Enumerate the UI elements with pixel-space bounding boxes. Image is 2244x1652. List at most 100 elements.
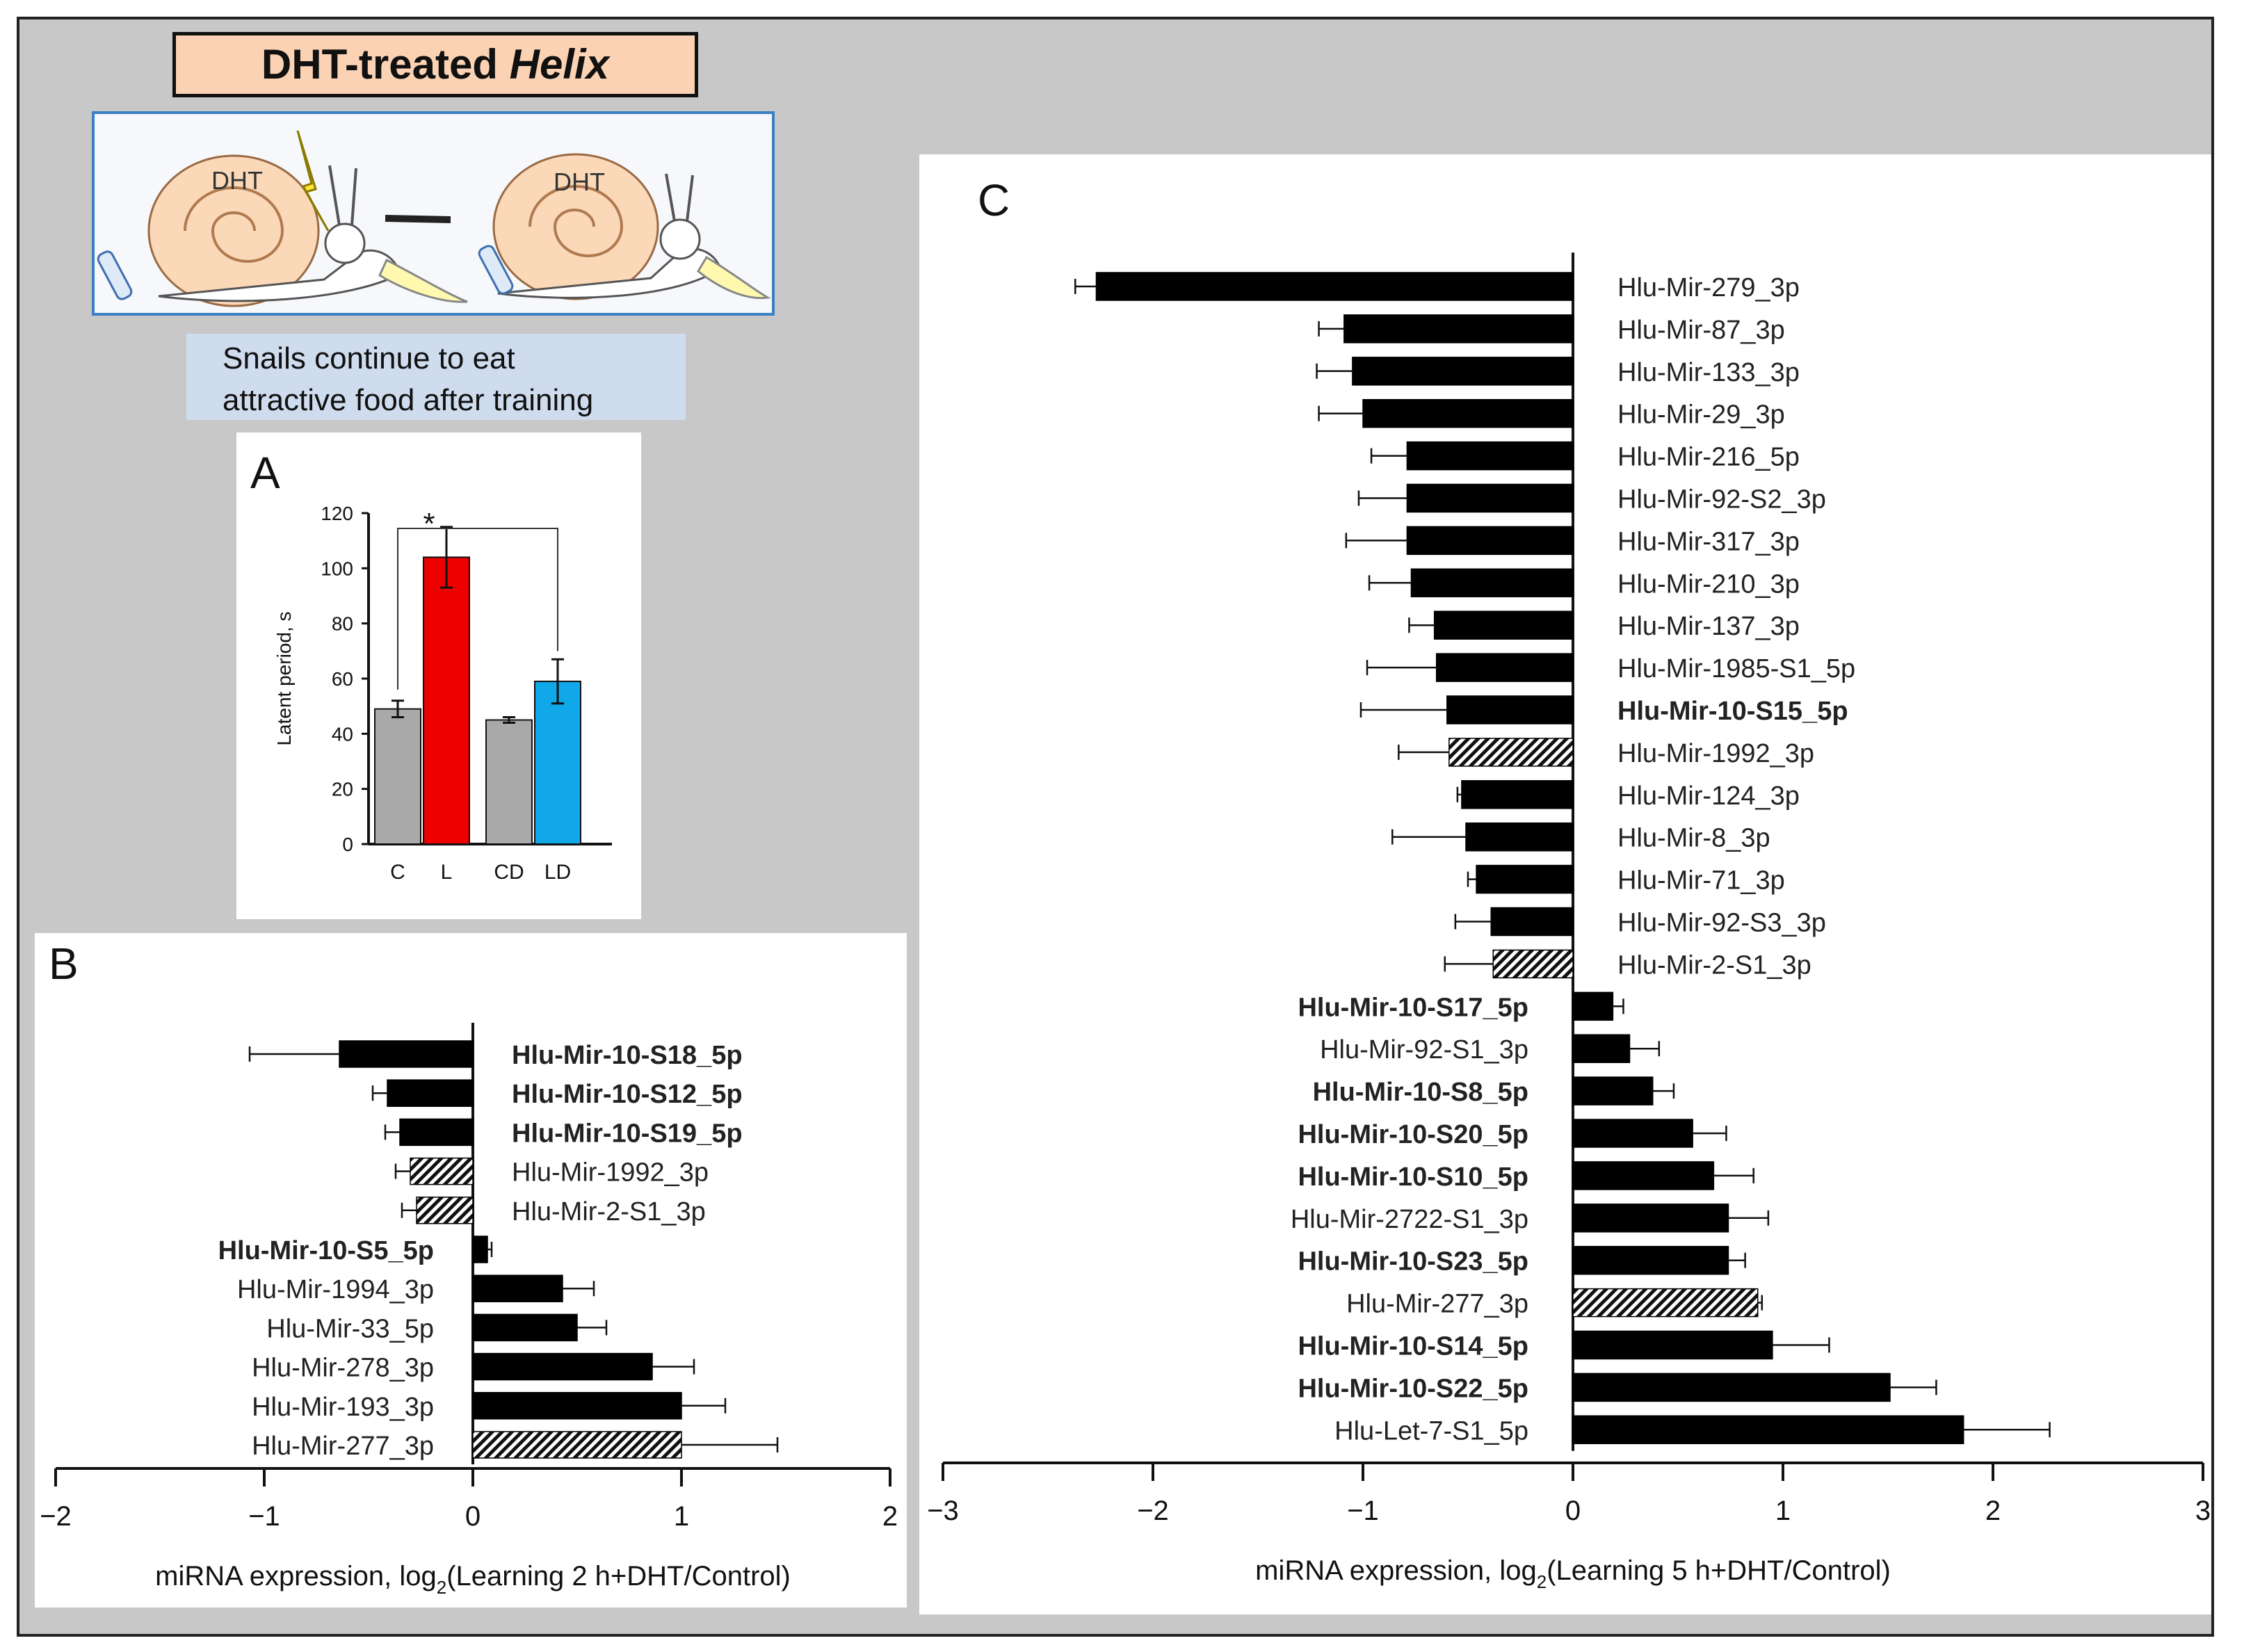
bar-c [1572,1034,1631,1063]
x-tick-label-a: L [441,861,453,884]
category-label-b: Hlu-Mir-10-S18_5p [512,1041,743,1070]
chart-c-svg: C Hlu-Mir-279_3p Hlu-Mir-87_3p Hlu-Mir-133_… [927,175,2211,1592]
x-tick-label-c: −2 [1137,1496,1169,1526]
bar-c [1490,907,1574,937]
y-axis-label-a: Latent period, s [273,611,295,745]
category-label-c: Hlu-Mir-2722-S1_3p [1291,1205,1528,1234]
panel-c: C Hlu-Mir-279_3p Hlu-Mir-87_3p Hlu-Mir-133_… [919,154,2211,1614]
lightning-icon [296,130,330,232]
bar-c [1572,1330,1773,1360]
panel-a: A 0 20 40 60 80 100 120 Latent period, s C L CD LD * [236,432,641,919]
bar-c [1446,695,1574,724]
bar-b [410,1157,474,1185]
y-tick-label-a: 20 [332,779,353,800]
category-label-c: Hlu-Mir-87_3p [1617,316,1785,345]
y-tick-label-a: 0 [342,834,353,855]
significance-bracket [397,528,558,690]
x-tick-label-b: 0 [465,1501,481,1532]
bar-c [1362,398,1574,428]
category-label-c: Hlu-Mir-10-S17_5p [1298,993,1528,1022]
panel-label-a: A [250,448,280,498]
bar-b [472,1392,682,1420]
chart-b-svg: B Hlu-Mir-10-S18_5p Hlu-Mir-10-S12_5p Hlu-M… [40,939,898,1598]
bar-b [472,1274,563,1302]
x-tick-label-b: 1 [674,1501,689,1532]
bar-c [1095,272,1574,301]
bar-b [472,1431,682,1459]
y-tick-label-a: 100 [321,558,353,579]
category-label-c: Hlu-Mir-279_3p [1617,273,1800,302]
y-tick-label-a: 80 [332,613,353,635]
category-label-c: Hlu-Mir-10-S22_5p [1298,1374,1528,1403]
bar-a [374,708,421,845]
x-axis-label-sub: 2 [437,1577,446,1598]
bar-a [423,556,470,845]
category-label-c: Hlu-Mir-216_5p [1617,443,1800,472]
y-tick-label-a: 120 [321,503,353,524]
x-tick-label-c: 3 [2195,1496,2211,1526]
dht-label-right: DHT [554,168,605,196]
category-label-c: Hlu-Mir-10-S20_5p [1298,1120,1528,1149]
bar-c [1572,1161,1715,1190]
bar-c [1406,441,1574,471]
bar-c [1572,1119,1693,1148]
x-tick-label-c: −1 [1347,1496,1379,1526]
x-axis-label-rest: (Learning 5 h+DHT/Control) [1547,1555,1891,1586]
bar-b [472,1313,578,1342]
category-label-b: Hlu-Mir-10-S19_5p [512,1119,743,1148]
bar-c [1572,991,1614,1021]
category-label-c: Hlu-Mir-29_3p [1617,400,1785,430]
category-label-b: Hlu-Mir-33_5p [266,1314,434,1343]
syringe-icon-left [97,250,133,300]
panel-label-b: B [49,939,79,989]
bar-c [1572,1288,1759,1318]
category-label-c: Hlu-Mir-10-S8_5p [1313,1078,1528,1107]
category-label-b: Hlu-Mir-278_3p [252,1354,434,1383]
category-label-b: Hlu-Mir-1992_3p [512,1158,709,1188]
bar-c [1448,738,1574,767]
category-label-c: Hlu-Mir-92-S3_3p [1617,909,1826,938]
category-label-c: Hlu-Mir-277_3p [1346,1290,1528,1319]
category-label-b: Hlu-Mir-2-S1_3p [512,1197,706,1226]
bar-b [399,1118,474,1147]
bar-c [1433,610,1574,640]
bar-c [1343,314,1574,343]
category-label-c: Hlu-Mir-10-S10_5p [1298,1163,1528,1192]
bar-c [1572,1204,1729,1233]
bar-c [1461,780,1574,809]
category-label-b: Hlu-Mir-277_3p [252,1432,434,1461]
category-label-c: Hlu-Mir-10-S23_5p [1298,1247,1528,1277]
x-tick-label-c: 0 [1565,1496,1581,1526]
syringe-icon-right [478,245,514,295]
snail-right: DHT [478,153,771,300]
title-italic: Helix [509,41,610,88]
bar-c [1465,822,1574,852]
caption-line-1: Snails continue to eat [223,341,515,375]
x-tick-label-c: 2 [1985,1496,2001,1526]
dht-label-left: DHT [211,166,263,195]
x-tick-label-b: 2 [882,1501,898,1532]
x-axis-label-b: miRNA expression, log2(Learning 2 h+DHT/… [155,1561,791,1598]
category-label-c: Hlu-Mir-124_3p [1617,782,1800,811]
category-label-c: Hlu-Mir-8_3p [1617,824,1770,853]
category-label-c: Hlu-Mir-2-S1_3p [1617,950,1811,980]
bar-c [1352,357,1574,386]
x-tick-label-a: CD [494,861,524,884]
bar-c [1410,568,1574,598]
x-tick-label-a: C [390,861,405,884]
bar-c [1492,949,1574,979]
bar-b [416,1197,474,1224]
category-label-b: Hlu-Mir-10-S5_5p [218,1236,434,1265]
category-label-c: Hlu-Mir-210_3p [1617,569,1800,599]
snail-left: DHT [97,130,468,307]
category-label-c: Hlu-Mir-1992_3p [1617,739,1814,768]
category-label-c: Hlu-Mir-10-S14_5p [1298,1332,1528,1361]
banana-icon-right [697,255,771,300]
x-axis-label-rest: (Learning 2 h+DHT/Control) [446,1561,791,1592]
snail-cartoon: DHT DHT [92,111,775,316]
category-label-b: Hlu-Mir-1994_3p [237,1275,434,1304]
significance-star: * [423,507,435,541]
bar-c [1406,526,1574,556]
category-label-c: Hlu-Mir-10-S15_5p [1617,697,1848,726]
banana-icon-left [378,258,468,303]
